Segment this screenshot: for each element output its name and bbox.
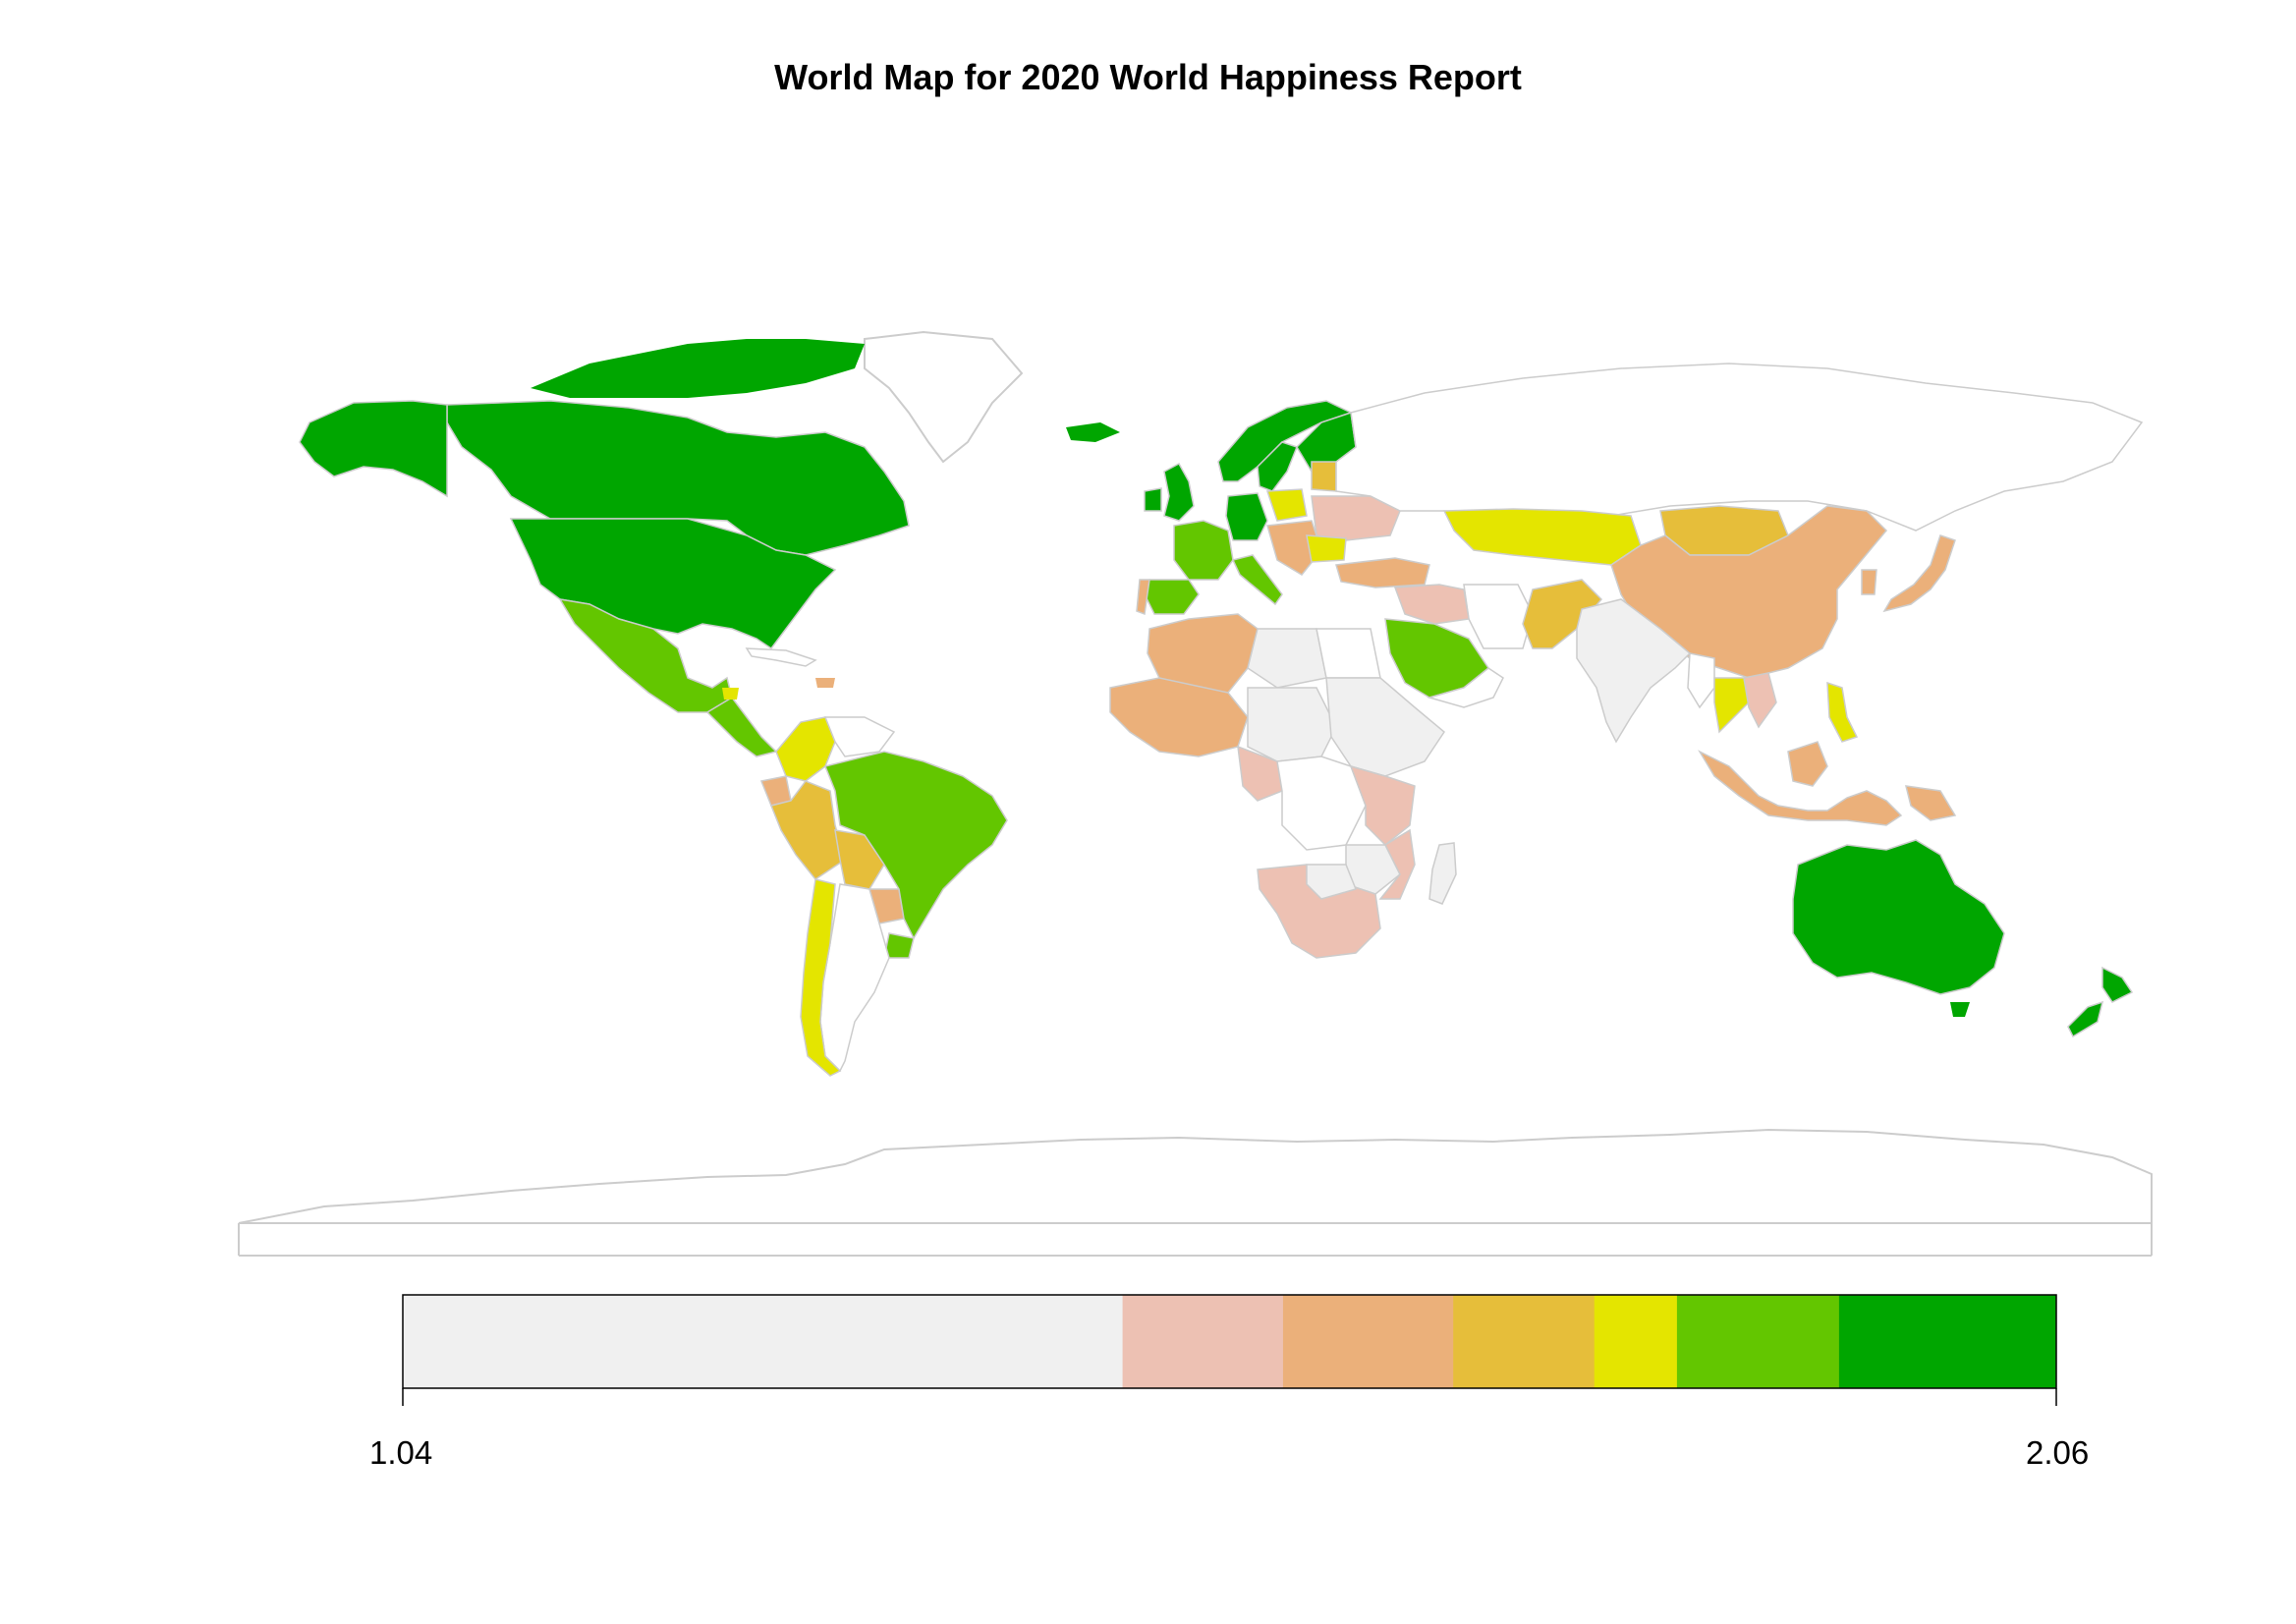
region-libya <box>1247 628 1327 689</box>
region-central-america <box>705 697 778 757</box>
region-australia <box>1792 839 2005 995</box>
legend-bin-6 <box>1838 1295 2057 1388</box>
region-united-kingdom <box>1163 462 1195 522</box>
region-philippines <box>1826 681 1859 743</box>
region-vietnam <box>1743 672 1777 729</box>
land-layer <box>238 330 2153 1224</box>
region-pakistan <box>1522 579 1603 649</box>
region-sudan-ethiopia <box>1325 677 1445 777</box>
region-brazil <box>823 751 1008 940</box>
region-venezuela <box>823 716 896 757</box>
region-baltics <box>1311 461 1337 492</box>
legend-bin-0 <box>403 1295 1124 1388</box>
region-india <box>1576 598 1692 744</box>
region-malaysia-indonesia <box>1698 750 1903 826</box>
region-dominican <box>815 678 835 688</box>
region-alaska <box>299 400 448 498</box>
region-chile <box>800 878 842 1077</box>
legend-bin-4 <box>1594 1295 1678 1388</box>
legend-colorbar <box>402 1294 2057 1406</box>
legend-bin-2 <box>1282 1295 1454 1388</box>
region-yemen-oman <box>1427 667 1504 708</box>
region-myanmar <box>1687 652 1715 709</box>
region-portugal <box>1136 579 1150 616</box>
region-france <box>1173 520 1234 581</box>
region-antarctica <box>238 1128 2153 1224</box>
region-colombia <box>775 716 836 782</box>
region-poland <box>1265 488 1308 522</box>
region-iceland <box>1066 422 1120 442</box>
region-new-guinea <box>1905 785 1957 821</box>
legend-bin-1 <box>1122 1295 1284 1388</box>
legend-bin-3 <box>1453 1295 1596 1388</box>
region-kazakhstan <box>1442 508 1642 566</box>
region-ireland <box>1144 487 1162 512</box>
region-japan <box>1882 534 1956 613</box>
region-borneo <box>1787 741 1828 787</box>
region-thailand <box>1713 677 1750 734</box>
region-sweden <box>1257 441 1298 492</box>
map-title: World Map for 2020 World Happiness Repor… <box>774 57 1522 97</box>
region-romania <box>1306 534 1347 563</box>
region-greenland <box>864 330 1024 464</box>
region-russia <box>1335 363 2144 532</box>
region-morocco-algeria <box>1147 613 1259 694</box>
region-canada-arctic <box>531 339 865 398</box>
region-kenya-tanzania <box>1349 764 1416 847</box>
region-iran <box>1463 584 1534 649</box>
legend-border <box>402 1294 2057 1389</box>
legend-bin-5 <box>1676 1295 1840 1388</box>
region-new-zealand <box>2067 966 2134 1038</box>
region-turkey <box>1335 557 1430 588</box>
region-italy <box>1231 554 1283 606</box>
region-canada <box>446 400 910 556</box>
region-sahel <box>1247 687 1337 762</box>
region-jamaica <box>722 688 739 700</box>
region-spain <box>1144 579 1200 615</box>
region-iraq-syria <box>1393 584 1470 625</box>
region-germany <box>1225 492 1268 541</box>
legend-max label: 2.06 <box>2026 1434 2090 1471</box>
region-gabon-congo <box>1237 745 1283 802</box>
region-madagascar <box>1428 842 1457 905</box>
region-tasmania <box>1950 1002 1970 1017</box>
region-korea <box>1861 569 1877 595</box>
region-egypt <box>1316 628 1381 679</box>
legend-min-label: 1.04 <box>369 1434 433 1471</box>
region-mozambique <box>1378 828 1416 900</box>
region-cuba <box>745 647 817 667</box>
region-botswana-zimbabwe <box>1306 864 1358 900</box>
region-west-africa <box>1109 677 1249 757</box>
